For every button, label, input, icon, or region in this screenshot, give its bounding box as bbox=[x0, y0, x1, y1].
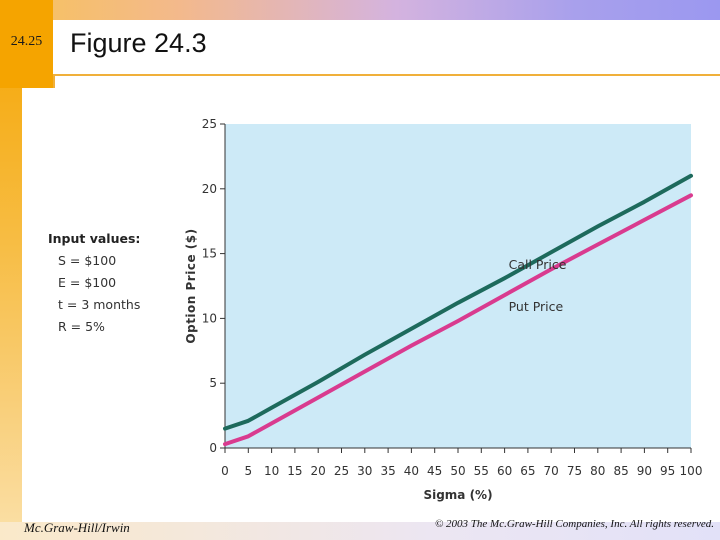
left-decor-band bbox=[0, 0, 22, 540]
input-value-s: S = $100 bbox=[58, 253, 117, 268]
x-tick-label: 55 bbox=[474, 464, 489, 478]
x-tick-label: 15 bbox=[287, 464, 302, 478]
input-values-box: Input values: S = $100 E = $100 t = 3 mo… bbox=[48, 228, 140, 338]
y-tick-label: 15 bbox=[202, 247, 217, 261]
call-price-label: Call Price bbox=[509, 257, 567, 272]
title-rule bbox=[53, 74, 720, 76]
call-price-line bbox=[223, 173, 693, 431]
x-tick-label: 30 bbox=[357, 464, 372, 478]
x-tick-label: 35 bbox=[380, 464, 395, 478]
x-tick-label: 60 bbox=[497, 464, 512, 478]
x-tick-label: 65 bbox=[520, 464, 535, 478]
input-value-r: R = 5% bbox=[58, 319, 105, 334]
x-tick-label: 95 bbox=[660, 464, 675, 478]
top-decor-band bbox=[0, 0, 720, 20]
x-tick-label: 40 bbox=[404, 464, 419, 478]
y-tick-label: 5 bbox=[209, 376, 217, 390]
put-price-label: Put Price bbox=[509, 299, 564, 314]
x-tick-label: 20 bbox=[311, 464, 326, 478]
x-tick-label: 10 bbox=[264, 464, 279, 478]
footer-publisher: Mc.Graw-Hill/Irwin bbox=[24, 520, 130, 535]
x-tick-label: 5 bbox=[244, 464, 252, 478]
x-tick-label: 85 bbox=[613, 464, 628, 478]
bottom-decor-band bbox=[0, 522, 720, 540]
slide-number: 24.25 bbox=[10, 34, 43, 49]
y-tick-label: 10 bbox=[202, 311, 217, 325]
x-tick-label: 45 bbox=[427, 464, 442, 478]
y-tick-label: 25 bbox=[202, 117, 217, 131]
x-tick-label: 70 bbox=[544, 464, 559, 478]
y-tick-label: 0 bbox=[209, 441, 217, 455]
plot-area bbox=[225, 124, 691, 448]
title-area bbox=[53, 20, 720, 76]
put-price-line bbox=[223, 193, 693, 447]
y-tick-label: 20 bbox=[202, 182, 217, 196]
x-axis-title: Sigma (%) bbox=[423, 488, 492, 502]
x-tick-label: 50 bbox=[450, 464, 465, 478]
x-tick-label: 80 bbox=[590, 464, 605, 478]
footer-copyright: © 2003 The Mc.Graw-Hill Companies, Inc. … bbox=[434, 518, 714, 530]
y-axis-title: Option Price ($) bbox=[184, 228, 198, 343]
x-tick-label: 75 bbox=[567, 464, 582, 478]
input-value-e: E = $100 bbox=[58, 275, 117, 290]
input-value-t: t = 3 months bbox=[58, 297, 141, 312]
x-tick-label: 90 bbox=[637, 464, 652, 478]
slide-title: Figure 24.3 bbox=[70, 28, 207, 58]
x-tick-label: 25 bbox=[334, 464, 349, 478]
x-tick-label: 100 bbox=[680, 464, 703, 478]
x-tick-label: 0 bbox=[221, 464, 229, 478]
input-values-header: Input values: bbox=[48, 231, 141, 246]
slide-number-box: 24.25 bbox=[0, 0, 53, 88]
